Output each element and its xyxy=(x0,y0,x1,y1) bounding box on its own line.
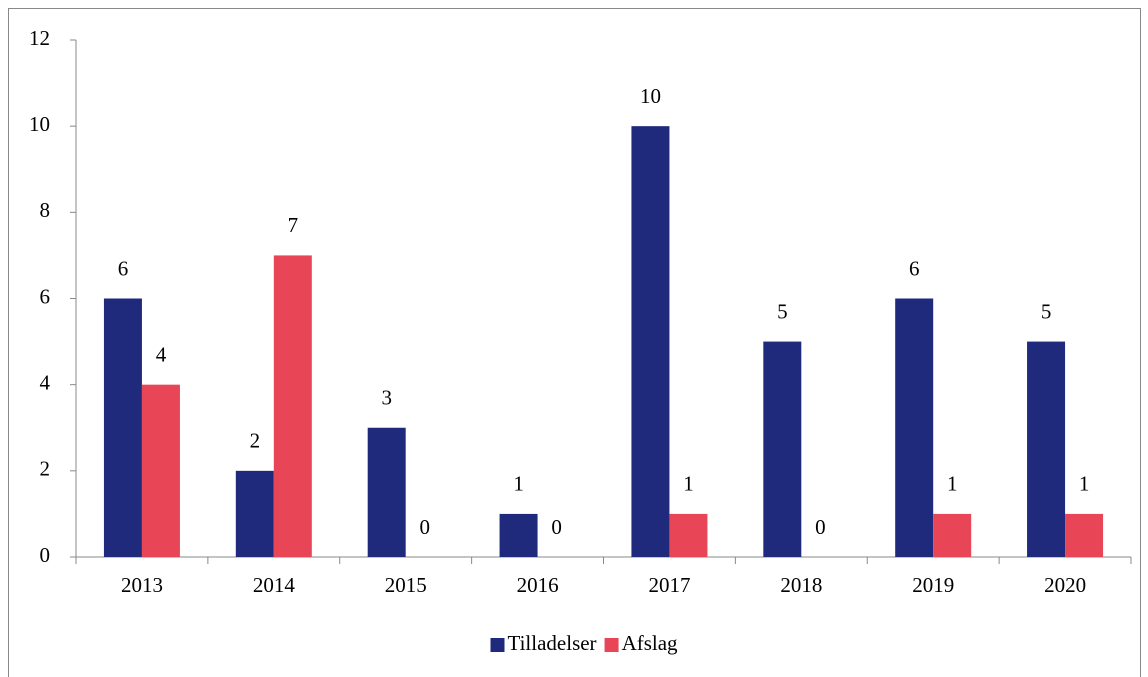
legend-label: Tilladelser xyxy=(508,631,597,655)
y-tick-label: 4 xyxy=(40,370,51,394)
data-label: 2 xyxy=(250,429,261,453)
data-label: 5 xyxy=(777,299,788,323)
bar xyxy=(103,298,142,557)
data-label: 4 xyxy=(156,342,167,366)
bar xyxy=(933,513,972,557)
y-tick-label: 10 xyxy=(29,112,50,136)
bar xyxy=(499,513,538,557)
y-tick-label: 2 xyxy=(40,457,51,481)
x-tick-label: 2018 xyxy=(780,573,822,597)
bar xyxy=(1027,341,1066,557)
data-label: 0 xyxy=(815,515,826,539)
data-label: 5 xyxy=(1041,299,1052,323)
data-label: 7 xyxy=(288,213,299,237)
bar xyxy=(141,384,180,557)
data-label: 0 xyxy=(419,515,430,539)
bar xyxy=(367,427,406,557)
data-label: 1 xyxy=(683,472,694,496)
bar xyxy=(631,126,670,558)
x-tick-label: 2020 xyxy=(1044,573,1086,597)
data-label: 6 xyxy=(909,256,920,280)
y-tick-label: 6 xyxy=(40,284,51,308)
bar xyxy=(273,255,312,557)
legend-swatch xyxy=(604,638,619,652)
chart-border xyxy=(8,8,1141,677)
x-tick-label: 2013 xyxy=(121,573,163,597)
bar xyxy=(1065,513,1104,557)
bar xyxy=(669,513,708,557)
y-tick-label: 0 xyxy=(40,543,51,567)
legend-label: Afslag xyxy=(622,631,678,655)
data-label: 1 xyxy=(1079,472,1090,496)
bar xyxy=(895,298,934,557)
data-label: 1 xyxy=(513,472,524,496)
x-tick-label: 2017 xyxy=(648,573,690,597)
legend-swatch xyxy=(490,638,505,652)
x-tick-label: 2015 xyxy=(385,573,427,597)
x-tick-label: 2016 xyxy=(517,573,559,597)
x-tick-label: 2014 xyxy=(253,573,296,597)
data-label: 1 xyxy=(947,472,958,496)
bar xyxy=(763,341,802,557)
data-label: 10 xyxy=(640,84,661,108)
bar xyxy=(235,470,274,557)
data-label: 0 xyxy=(551,515,562,539)
x-tick-label: 2019 xyxy=(912,573,954,597)
y-tick-label: 12 xyxy=(29,26,50,50)
y-tick-label: 8 xyxy=(40,198,51,222)
data-label: 6 xyxy=(118,256,129,280)
data-label: 3 xyxy=(381,386,392,410)
